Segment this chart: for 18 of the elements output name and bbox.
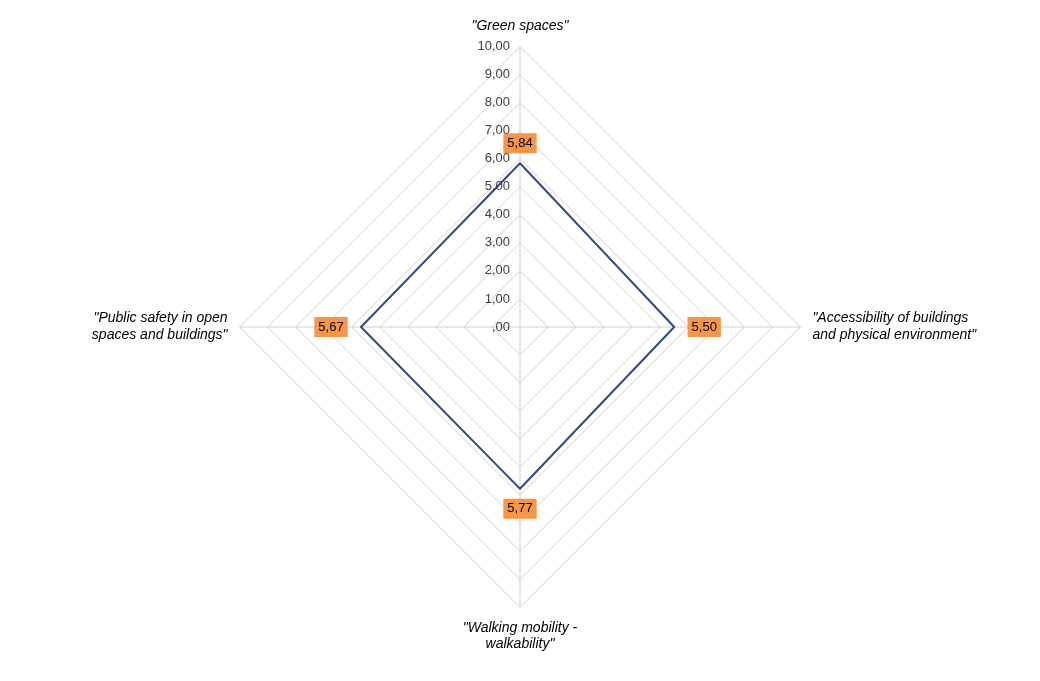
y-tick-label: 4,00: [484, 206, 510, 222]
y-tick-label: 10,00: [477, 38, 510, 54]
data-label: 5,67: [318, 318, 344, 334]
y-tick-label: 3,00: [484, 234, 510, 250]
y-tick-label: 9,00: [484, 66, 510, 82]
data-label: 5,77: [507, 500, 533, 516]
spoke-label: "Accessibility of buildings and physical environment": [812, 309, 978, 343]
y-tick-label: ,00: [491, 318, 510, 334]
data-label: 5,84: [507, 134, 533, 150]
spoke-label: "Green spaces": [471, 17, 570, 34]
data-label: 5,50: [691, 318, 717, 334]
y-tick-label: 8,00: [484, 94, 510, 110]
y-tick-label: 1,00: [484, 290, 510, 306]
y-tick-label: 7,00: [484, 122, 510, 138]
y-tick-label: 6,00: [484, 150, 510, 166]
spoke-label: "Walking mobility - walkability": [462, 618, 578, 652]
spoke-label: "Public safety in open spaces and buildings": [91, 309, 229, 343]
y-tick-label: 2,00: [484, 262, 510, 278]
